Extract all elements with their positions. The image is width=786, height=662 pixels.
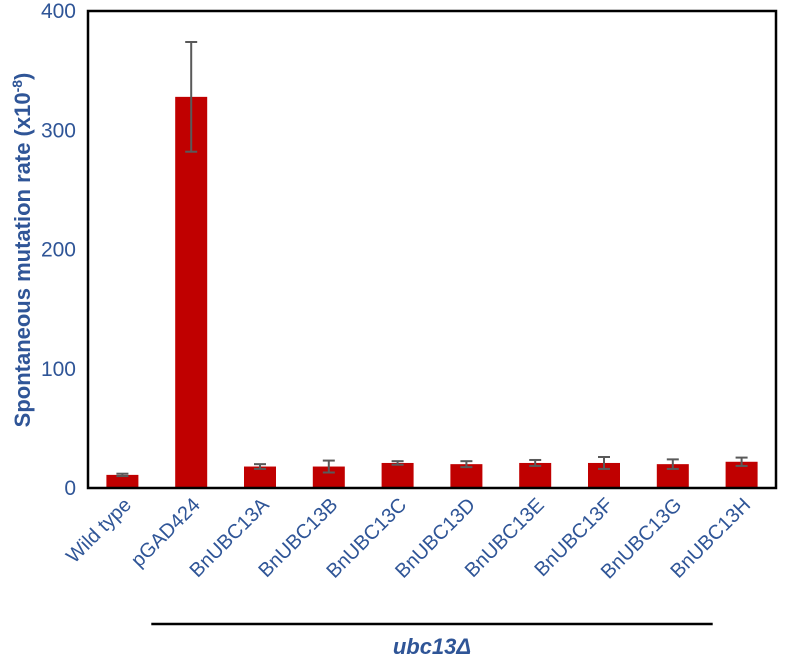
- error-bar: [391, 460, 404, 466]
- bar: [106, 474, 139, 488]
- y-axis-label-superscript: -8: [9, 80, 25, 93]
- error-bars: [116, 41, 748, 478]
- category-labels: Wild typepGAD424BnUBC13ABnUBC13BBnUBC13C…: [62, 494, 755, 584]
- error-bar: [598, 455, 610, 470]
- y-axis-label: Spontaneous mutation rate (x10-8): [9, 73, 35, 428]
- y-tick-label: 400: [41, 0, 76, 23]
- error-bar: [116, 472, 129, 478]
- error-bar: [460, 460, 473, 469]
- group-label: ubc13Δ: [393, 634, 471, 659]
- bar: [656, 464, 689, 488]
- y-tick-label: 0: [64, 477, 76, 500]
- bar: [450, 464, 483, 488]
- y-axis-label-text: Spontaneous mutation rate (x10: [10, 92, 35, 427]
- bar: [244, 466, 276, 488]
- svg-text:Spontaneous mutation rate (x10: Spontaneous mutation rate (x10-8): [9, 73, 35, 428]
- group-bracket: ubc13Δ: [151, 622, 713, 659]
- bar: [175, 96, 208, 489]
- y-axis-label-close: ): [10, 73, 35, 80]
- bar: [381, 462, 414, 488]
- error-bar: [185, 41, 198, 153]
- error-bar: [254, 463, 266, 470]
- error-bar: [529, 458, 542, 467]
- y-tick-label: 300: [41, 119, 76, 142]
- error-bar: [666, 458, 679, 470]
- error-bar: [735, 456, 748, 467]
- error-bar: [322, 459, 335, 474]
- y-tick-label: 200: [41, 239, 76, 262]
- y-tick-labels: 0 100 200 300 400: [41, 0, 76, 500]
- y-tick-label: 100: [41, 358, 76, 381]
- bar: [519, 462, 552, 488]
- plot-area-frame: [86, 9, 778, 490]
- bars: [106, 96, 758, 489]
- category-label: Wild type: [62, 494, 136, 568]
- bar: [312, 466, 345, 488]
